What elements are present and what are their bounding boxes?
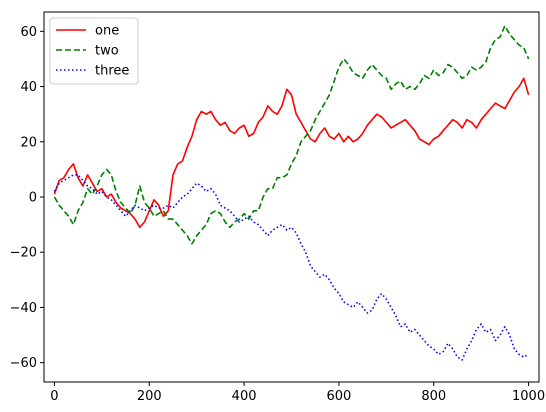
x-tick-label: 0 <box>50 389 58 404</box>
x-tick-label: 1000 <box>512 389 545 404</box>
series-line-three <box>53 174 529 361</box>
y-tick-label: 0 <box>29 191 37 206</box>
x-tick-label: 200 <box>137 389 162 404</box>
x-tick-label: 800 <box>421 389 446 404</box>
legend-label-three: three <box>95 64 129 79</box>
y-tick-label: −40 <box>10 301 37 316</box>
legend-label-one: one <box>95 24 119 39</box>
y-tick-label: 20 <box>20 135 37 150</box>
x-tick-label: 600 <box>326 389 351 404</box>
y-tick-label: −60 <box>10 356 37 371</box>
x-tick-label: 400 <box>232 389 257 404</box>
y-tick-label: 40 <box>20 80 37 95</box>
legend-label-two: two <box>95 44 119 59</box>
plot-lines <box>53 25 530 361</box>
x-axis-ticks: 0 200 400 600 800 1000 <box>50 382 545 404</box>
legend: one two three <box>49 17 139 85</box>
y-tick-label: −20 <box>10 246 37 261</box>
y-tick-label: 60 <box>20 25 37 40</box>
y-axis-ticks: −60 −40 −20 0 20 40 60 <box>10 25 44 371</box>
legend-box <box>49 17 139 85</box>
series-line-one <box>53 77 530 229</box>
plot-frame <box>43 11 540 383</box>
